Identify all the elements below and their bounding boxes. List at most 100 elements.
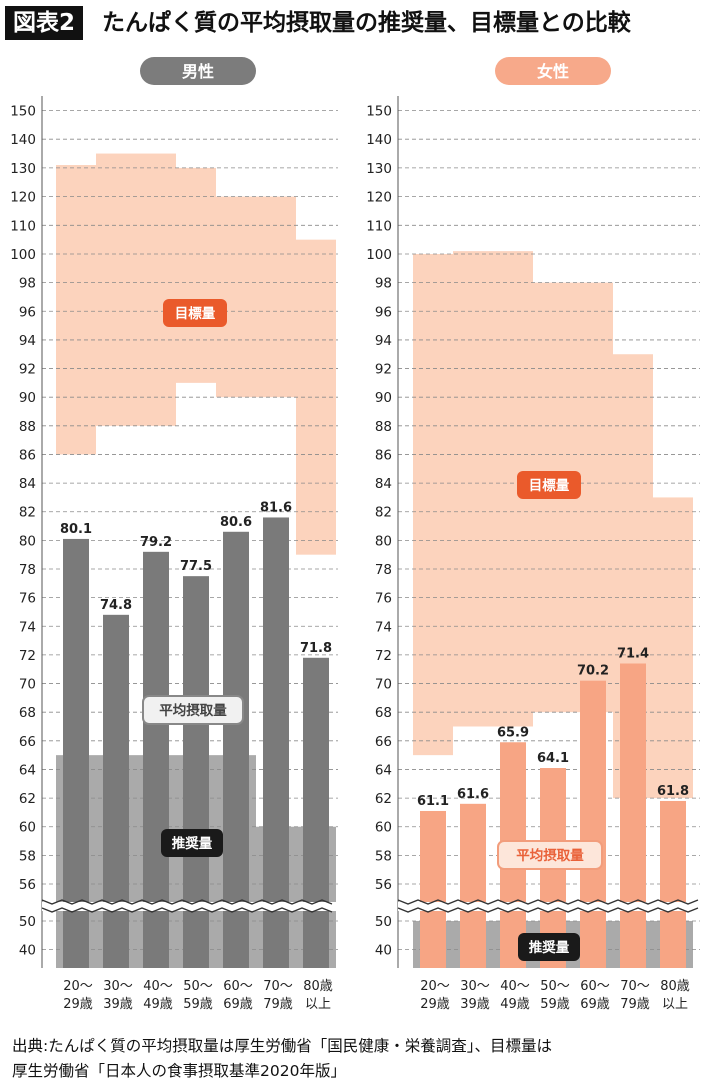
intake-value-label: 79.2	[140, 535, 172, 550]
badge-目標量	[517, 471, 581, 499]
y-tick-label: 58	[19, 848, 36, 864]
y-tick-label: 86	[375, 447, 392, 463]
category-label: 49歳	[500, 997, 530, 1012]
y-tick-label: 92	[19, 362, 36, 378]
y-tick-label: 58	[375, 848, 392, 864]
target-range-segment	[56, 165, 96, 455]
intake-value-label: 71.4	[617, 647, 649, 662]
axis-break-line	[41, 899, 333, 905]
badge-目標量	[163, 299, 227, 327]
category-label: 50〜	[183, 979, 213, 994]
y-tick-label: 60	[375, 820, 392, 836]
axis-break-line	[397, 899, 699, 905]
target-range-segment	[653, 497, 693, 799]
category-label: 39歳	[103, 997, 133, 1012]
badge-推奨量	[518, 933, 580, 961]
category-label: 20〜	[63, 979, 93, 994]
intake-value-label: 80.6	[220, 515, 252, 530]
y-tick-label: 120	[366, 190, 392, 206]
y-tick-label: 82	[19, 505, 36, 521]
y-tick-label: 62	[19, 791, 36, 807]
intake-value-label: 77.5	[180, 559, 212, 574]
y-tick-label: 70	[375, 677, 392, 693]
y-tick-label: 140	[366, 132, 392, 148]
protein-intake-charts: 男性 40 50 56 58 60 62 64 66 68 70 72 74 76 78 80 82 84 86 88…	[10, 57, 700, 1012]
target-range-segment	[216, 196, 256, 398]
intake-bar	[63, 538, 89, 968]
intake-value-label: 61.1	[417, 794, 449, 809]
category-label: 79歳	[263, 997, 293, 1012]
y-tick-label: 56	[19, 877, 36, 893]
category-label: 29歳	[63, 997, 93, 1012]
target-range-segment	[573, 282, 613, 713]
y-tick-label: 130	[10, 161, 36, 177]
y-tick-label: 66	[375, 734, 392, 750]
axis-break-gap	[398, 902, 700, 911]
figure-title-bar: 図表2 たんぱく質の平均摂取量の推奨量、目標量との比較	[0, 0, 710, 46]
y-tick-label: 78	[19, 562, 36, 578]
y-tick-label: 130	[366, 161, 392, 177]
category-label: 60〜	[580, 979, 610, 994]
intake-value-label: 61.6	[457, 787, 489, 802]
y-tick-label: 96	[19, 304, 36, 320]
intake-bar	[420, 810, 446, 968]
category-label: 30〜	[103, 979, 133, 994]
y-tick-label: 60	[19, 820, 36, 836]
source-line-2: 厚生労働省「日本人の食事摂取基準2020年版」	[12, 1062, 346, 1080]
y-tick-label: 80	[19, 533, 36, 549]
intake-bar	[143, 551, 169, 968]
y-tick-label: 100	[10, 247, 36, 263]
source-line-1: 出典:たんぱく質の平均摂取量は厚生労働省「国民健康・栄養調査」、目標量は	[12, 1037, 552, 1055]
badge-平均摂取量	[497, 840, 603, 870]
y-tick-label: 70	[19, 677, 36, 693]
y-tick-label: 82	[375, 505, 392, 521]
source-note: 出典:たんぱく質の平均摂取量は厚生労働省「国民健康・栄養調査」、目標量は 厚生労…	[12, 1034, 702, 1084]
intake-bar	[580, 680, 606, 968]
y-tick-label: 72	[19, 648, 36, 664]
y-tick-label: 140	[10, 132, 36, 148]
y-tick-label: 76	[375, 591, 392, 607]
target-range-segment	[176, 167, 216, 383]
y-tick-label: 150	[366, 104, 392, 120]
figure-label: 図表2	[5, 6, 84, 40]
y-tick-label: 66	[19, 734, 36, 750]
target-range-segment	[96, 153, 136, 426]
intake-bar	[263, 517, 289, 968]
intake-bar	[660, 800, 686, 968]
target-range-segment	[136, 153, 176, 426]
figure-title: たんぱく質の平均摂取量の推奨量、目標量との比較	[102, 10, 631, 36]
y-tick-label: 84	[19, 476, 36, 492]
chart-panel-female: 女性 40 50 56 58 60 62 64 66 68 70 72 74 76 78 80 82 84 86 88…	[366, 57, 700, 1012]
y-tick-label: 74	[19, 619, 36, 635]
category-label: 49歳	[143, 997, 173, 1012]
badge-label: 平均摂取量	[159, 702, 227, 719]
target-range-segment	[453, 251, 493, 727]
target-range-segment	[413, 254, 453, 756]
y-tick-label: 94	[375, 333, 392, 349]
y-tick-label: 110	[10, 218, 36, 234]
panel-title: 男性	[182, 62, 214, 81]
intake-value-label: 80.1	[60, 522, 92, 537]
y-tick-label: 40	[19, 943, 36, 959]
y-tick-label: 86	[19, 447, 36, 463]
y-tick-label: 98	[19, 276, 36, 292]
chart-panel-male: 男性 40 50 56 58 60 62 64 66 68 70 72 74 76 78 80 82 84 86 88…	[10, 57, 338, 1012]
category-label: 40〜	[143, 979, 173, 994]
y-tick-label: 100	[366, 247, 392, 263]
intake-bar	[620, 663, 646, 968]
intake-value-label: 70.2	[577, 664, 609, 679]
panel-title-pill	[495, 57, 611, 85]
intake-value-label: 74.8	[100, 598, 132, 613]
target-range-segment	[256, 196, 296, 398]
y-tick-label: 88	[375, 419, 392, 435]
badge-label: 推奨量	[172, 835, 213, 852]
category-label: 79歳	[620, 997, 650, 1012]
category-label: 69歳	[580, 997, 610, 1012]
badge-label: 推奨量	[529, 939, 570, 956]
y-tick-label: 88	[19, 419, 36, 435]
category-label: 以上	[662, 997, 688, 1012]
y-tick-label: 76	[19, 591, 36, 607]
category-label: 70〜	[620, 979, 650, 994]
y-tick-label: 50	[375, 914, 392, 930]
y-tick-label: 72	[375, 648, 392, 664]
